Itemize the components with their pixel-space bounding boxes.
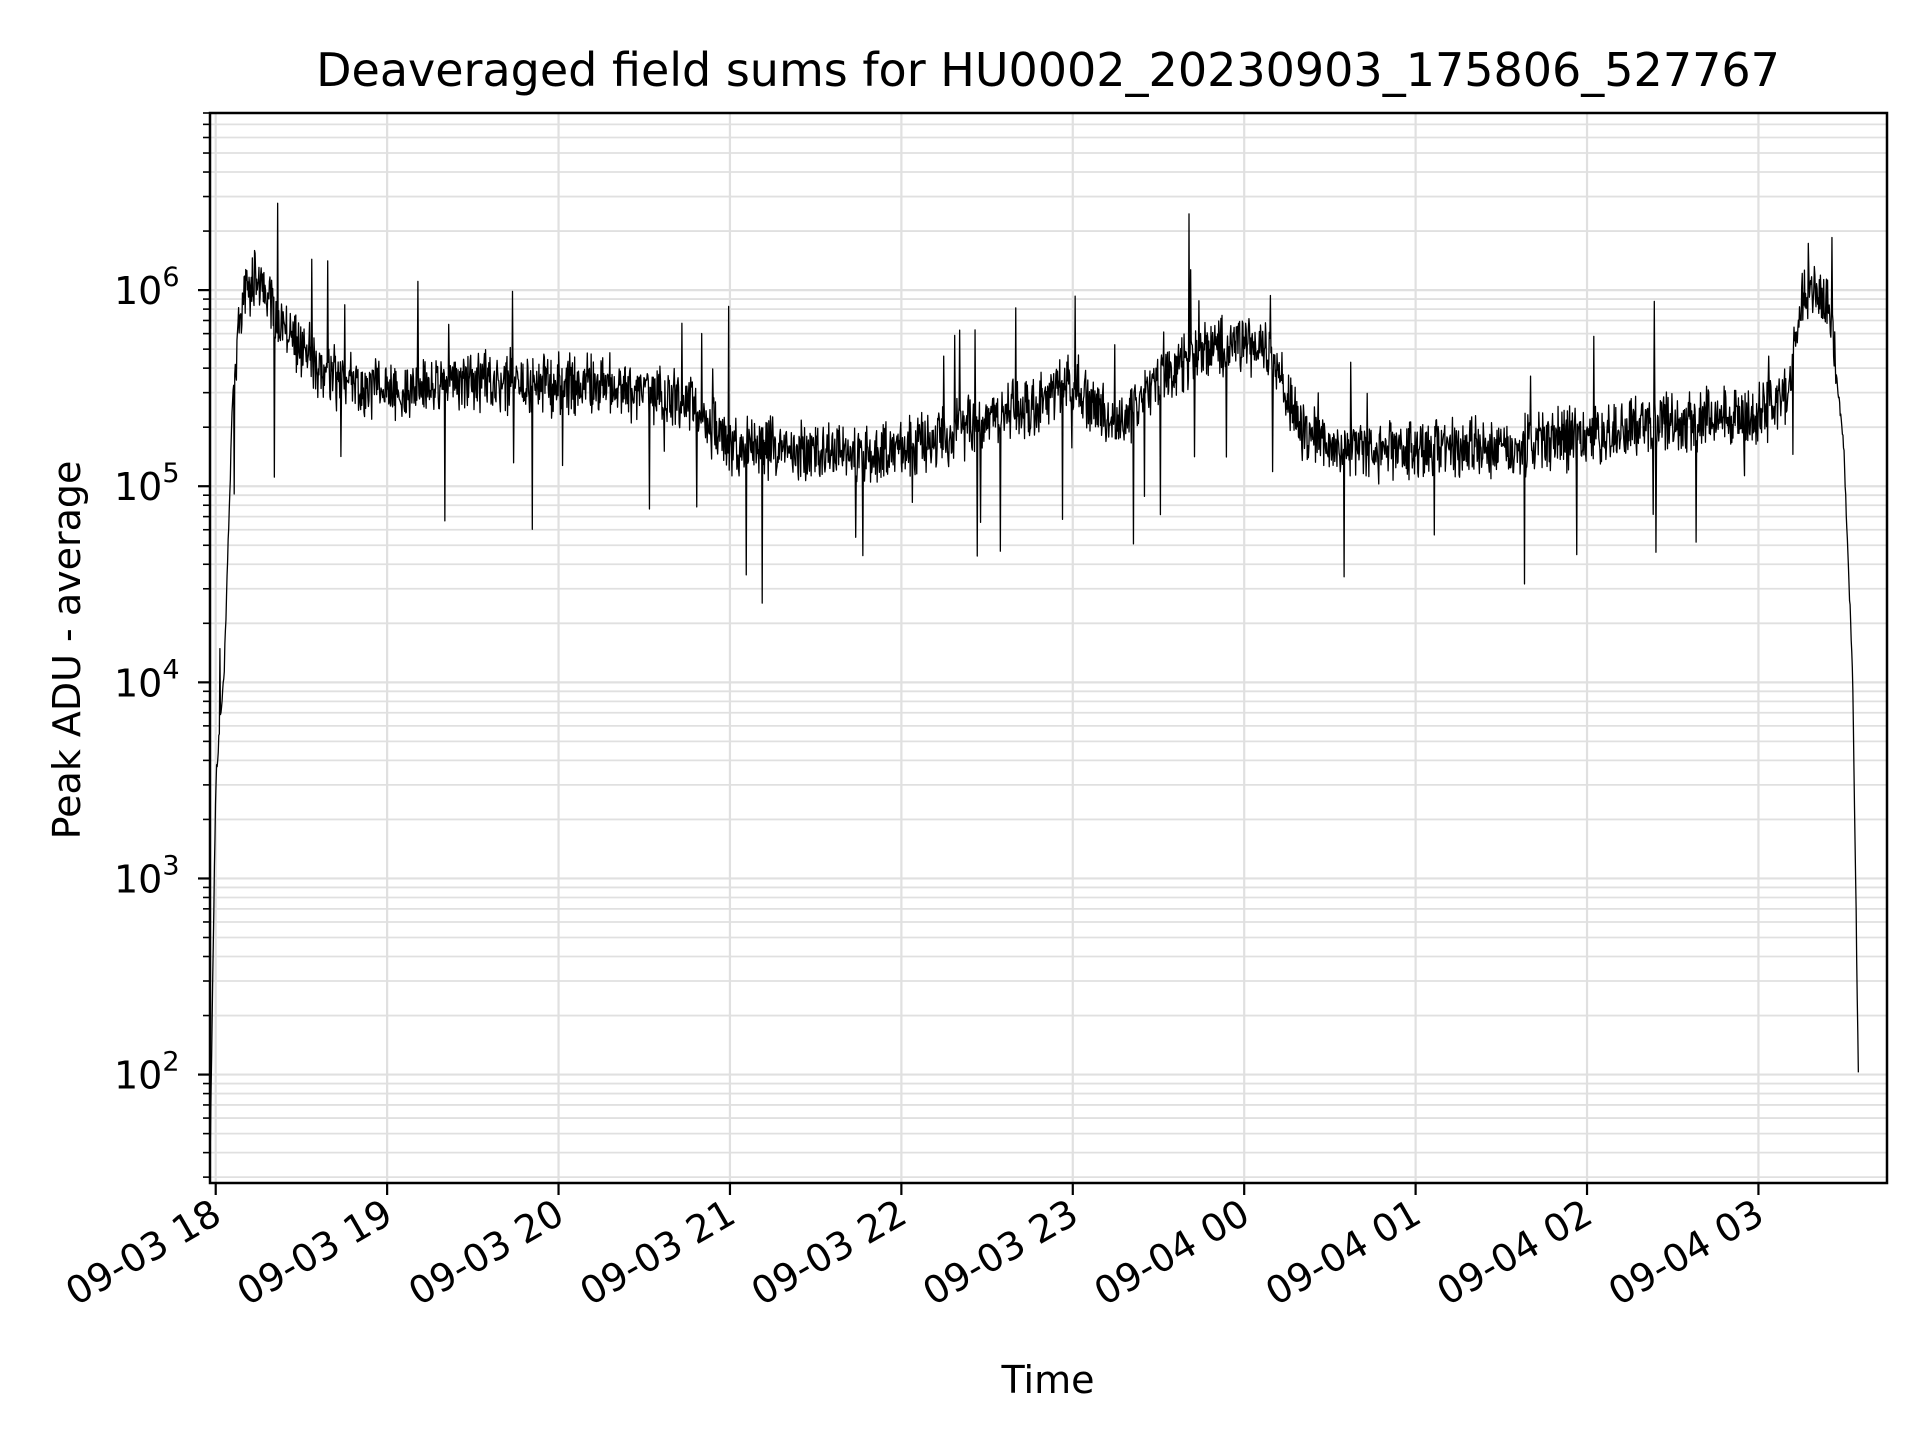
- plot-area: [208, 111, 1889, 1185]
- plot-frame: [208, 111, 1889, 1185]
- grid-layer: [210, 112, 1887, 1183]
- y-axis: 102 103 104 105 106: [114, 112, 210, 1178]
- data-series-line: [209, 202, 1859, 1162]
- y-tick-label: 105: [114, 458, 180, 509]
- y-axis-label: Peak ADU - average: [45, 461, 89, 840]
- y-tick-label: 103: [114, 850, 180, 901]
- data-layer: [209, 202, 1859, 1162]
- y-tick-label: 102: [114, 1047, 180, 1098]
- y-tick-label: 104: [114, 654, 180, 705]
- chart-title: Deaveraged field sums for HU0002_2023090…: [316, 43, 1780, 97]
- x-axis-label: Time: [1001, 1358, 1095, 1402]
- y-tick-label: 106: [114, 262, 180, 313]
